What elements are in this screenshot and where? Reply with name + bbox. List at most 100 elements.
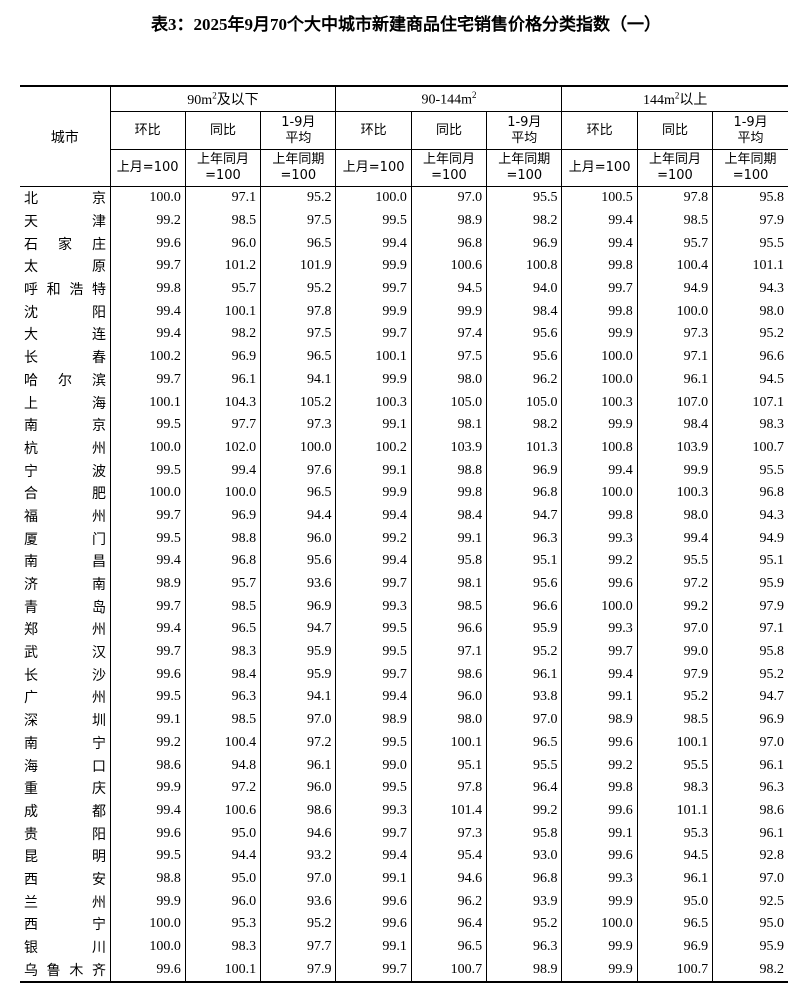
- value-cell: 99.6: [335, 890, 412, 913]
- city-cell: 呼和浩特: [20, 278, 110, 301]
- header-line: 平均: [737, 130, 764, 146]
- value-cell: 100.4: [184, 731, 261, 755]
- value-cell: 99.7: [109, 595, 186, 619]
- value-cell: 93.0: [486, 844, 562, 868]
- header-base: 上年同期 =100: [712, 149, 788, 187]
- value-cell: 100.3: [636, 481, 713, 505]
- table-row: 南宁 99.2 100.4 97.2 99.5 100.1 96.5 99.6 100.1 97.…: [20, 731, 788, 755]
- value-cell: 99.4: [561, 209, 638, 233]
- value-cell: 98.4: [184, 663, 261, 687]
- city-name: 贵阳: [24, 826, 106, 843]
- header-line: 平均: [511, 130, 538, 146]
- city-cell: 南宁: [20, 732, 110, 755]
- header-base: 上年同月 =100: [410, 149, 487, 187]
- value-cell: 96.1: [712, 754, 788, 777]
- price-index-table: 城市 90m2及以下 90-144m2 144m2以上 环比 同比 1-9月 平均 环比 同比…: [20, 85, 788, 984]
- value-cell: 99.1: [561, 686, 638, 709]
- value-cell: 98.4: [486, 300, 562, 324]
- city-name: 西宁: [24, 917, 106, 934]
- value-cell: 99.8: [561, 255, 638, 278]
- value-cell: 101.9: [260, 255, 336, 278]
- value-cell: 100.4: [636, 255, 713, 278]
- value-cell: 103.9: [636, 436, 713, 460]
- value-cell: 99.9: [561, 935, 638, 959]
- value-cell: 96.5: [260, 345, 336, 369]
- table-row: 济南 98.9 95.7 93.6 99.7 98.1 95.6 99.6 97.2 95.9: [20, 572, 788, 596]
- value-cell: 99.9: [335, 300, 412, 324]
- value-cell: 97.5: [260, 323, 336, 346]
- value-cell: 99.8: [561, 300, 638, 324]
- value-cell: 95.7: [184, 277, 261, 301]
- value-cell: 95.0: [636, 890, 713, 913]
- header-line: 上月=100: [116, 160, 179, 175]
- city-name: 南昌: [24, 554, 106, 571]
- value-cell: 95.2: [260, 913, 336, 936]
- value-cell: 97.8: [410, 776, 487, 800]
- value-cell: 94.6: [260, 822, 336, 845]
- value-cell: 97.1: [184, 186, 261, 210]
- header-line: 上年同期: [498, 152, 551, 167]
- city-cell: 上海: [20, 391, 110, 414]
- header-sub: 环比: [335, 111, 412, 150]
- header-line: 上月=100: [342, 160, 405, 175]
- city-name: 呼和浩特: [24, 282, 106, 299]
- table-row: 沈阳 99.4 100.1 97.8 99.9 99.9 98.4 99.8 100.0 98.0: [20, 300, 788, 324]
- value-cell: 95.8: [410, 550, 487, 573]
- value-cell: 97.2: [636, 572, 713, 596]
- city-name: 大连: [24, 327, 106, 344]
- header-line: 1-9月: [281, 114, 316, 130]
- value-cell: 99.4: [335, 504, 412, 528]
- value-cell: 100.2: [109, 345, 186, 369]
- value-cell: 99.7: [561, 640, 638, 664]
- city-name: 西安: [24, 871, 106, 888]
- value-cell: 96.0: [184, 890, 261, 913]
- value-cell: 98.6: [410, 663, 487, 687]
- value-cell: 97.9: [712, 595, 788, 619]
- value-cell: 99.6: [109, 663, 186, 687]
- value-cell: 97.1: [636, 345, 713, 369]
- city-name: 南京: [24, 418, 106, 435]
- value-cell: 98.4: [636, 413, 713, 437]
- value-cell: 98.2: [712, 958, 788, 984]
- table-row: 银川 100.0 98.3 97.7 99.1 96.5 96.3 99.9 96.9 95.9: [20, 935, 788, 959]
- table-row: 郑州 99.4 96.5 94.7 99.5 96.6 95.9 99.3 97.0 97.1: [20, 618, 788, 641]
- value-cell: 98.9: [561, 708, 638, 732]
- value-cell: 99.1: [335, 413, 412, 437]
- value-cell: 98.5: [184, 595, 261, 619]
- value-cell: 97.5: [410, 345, 487, 369]
- group-label: 90-144m: [421, 92, 472, 108]
- city-name: 武汉: [24, 645, 106, 662]
- value-cell: 99.2: [486, 799, 562, 823]
- value-cell: 100.3: [561, 391, 638, 414]
- value-cell: 94.7: [486, 504, 562, 528]
- value-cell: 99.2: [561, 754, 638, 777]
- city-cell: 乌鲁木齐: [20, 958, 110, 984]
- value-cell: 96.6: [712, 345, 788, 369]
- value-cell: 96.5: [636, 913, 713, 936]
- value-cell: 98.0: [636, 504, 713, 528]
- value-cell: 97.9: [712, 209, 788, 233]
- value-cell: 94.5: [636, 844, 713, 868]
- value-cell: 95.8: [712, 186, 788, 210]
- value-cell: 95.5: [486, 186, 562, 210]
- value-cell: 98.5: [636, 209, 713, 233]
- value-cell: 94.9: [636, 277, 713, 301]
- table-row: 杭州 100.0 102.0 100.0 100.2 103.9 101.3 100.8 103…: [20, 436, 788, 460]
- value-cell: 99.6: [561, 844, 638, 868]
- value-cell: 95.2: [712, 323, 788, 346]
- value-cell: 102.0: [184, 436, 261, 460]
- value-cell: 99.9: [561, 890, 638, 913]
- city-name: 太原: [24, 259, 106, 276]
- city-name: 哈尔滨: [24, 372, 106, 389]
- header-line: 上年同月: [196, 152, 249, 167]
- value-cell: 101.3: [486, 436, 562, 460]
- value-cell: 95.2: [260, 186, 336, 210]
- value-cell: 100.0: [561, 913, 638, 936]
- header-line: 同比: [209, 122, 236, 138]
- value-cell: 101.4: [410, 799, 487, 823]
- value-cell: 95.2: [712, 663, 788, 687]
- city-name: 乌鲁木齐: [24, 962, 106, 979]
- value-cell: 99.2: [561, 550, 638, 573]
- table-row: 乌鲁木齐 99.6 100.1 97.9 99.7 100.7 98.9 99.9 100.7 9…: [20, 958, 788, 984]
- value-cell: 99.8: [109, 277, 186, 301]
